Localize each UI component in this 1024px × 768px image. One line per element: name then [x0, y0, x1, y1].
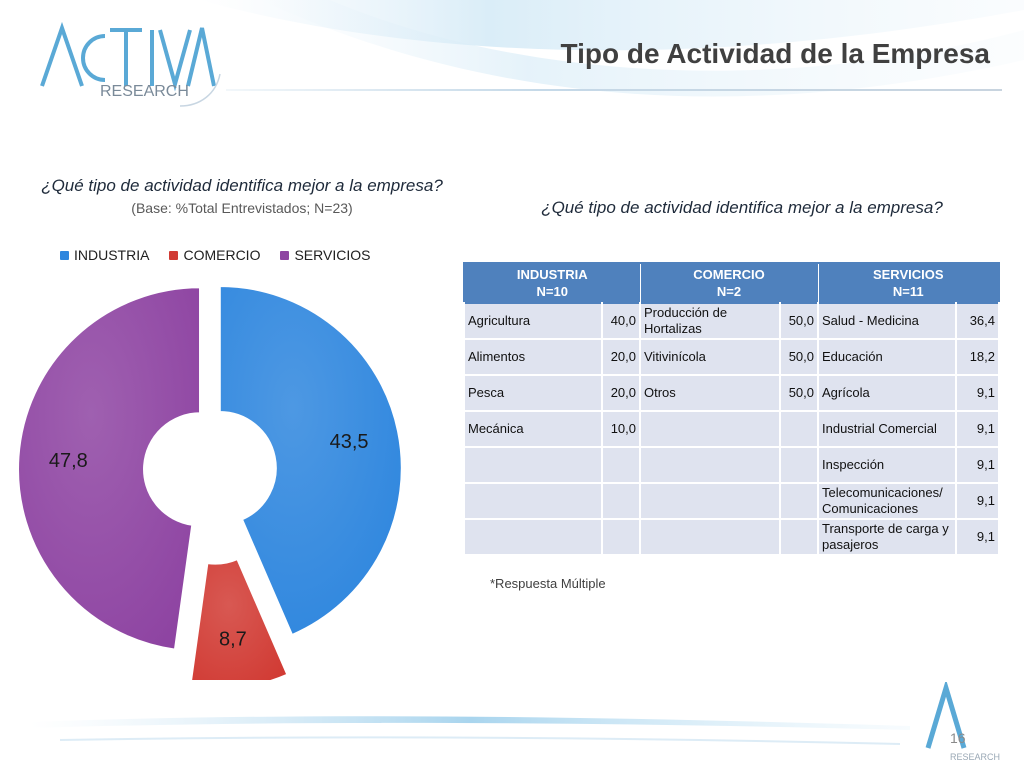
cell-servicios-value: 9,1 — [955, 446, 1000, 484]
cell-servicios-category: Transporte de carga y pasajeros — [817, 518, 957, 556]
cell-comercio-value — [779, 518, 819, 556]
activa-mark-icon: RESEARCH — [925, 682, 1000, 762]
svg-text:RESEARCH: RESEARCH — [100, 83, 189, 100]
cell-industria-category: Mecánica — [463, 410, 603, 448]
cell-comercio-category: Producción de Hortalizas — [639, 302, 781, 340]
activa-research-logo: RESEARCH — [40, 21, 221, 107]
cell-comercio-category — [639, 482, 781, 520]
cell-comercio-value — [779, 410, 819, 448]
activity-table: INDUSTRIA N=10 COMERCIO N=2 SERVICIOS N=… — [463, 262, 1000, 556]
cell-comercio-value — [779, 446, 819, 484]
table-header-row: INDUSTRIA N=10 COMERCIO N=2 SERVICIOS N=… — [464, 263, 999, 303]
cell-industria-value — [601, 482, 641, 520]
table-row: Pesca 20,0 Otros 50,0 Agrícola 9,1 — [463, 374, 1000, 412]
cell-industria-category — [463, 518, 603, 556]
cell-servicios-category: Inspección — [817, 446, 957, 484]
cell-industria-value: 40,0 — [601, 302, 641, 340]
cell-servicios-value: 9,1 — [955, 410, 1000, 448]
cell-industria-value: 10,0 — [601, 410, 641, 448]
legend-label-comercio: COMERCIO — [183, 247, 261, 263]
cell-comercio-category: Otros — [639, 374, 781, 412]
cell-industria-value — [601, 446, 641, 484]
cell-industria-category — [463, 446, 603, 484]
cell-comercio-category — [639, 446, 781, 484]
cell-servicios-category: Industrial Comercial — [817, 410, 957, 448]
table-row: Alimentos 20,0 Vitivinícola 50,0 Educaci… — [463, 338, 1000, 376]
chart-subtitle: (Base: %Total Entrevistados; N=23) — [131, 200, 353, 216]
chart-legend: INDUSTRIA COMERCIO SERVICIOS — [60, 245, 390, 265]
legend-label-servicios: SERVICIOS — [294, 247, 371, 263]
header-industria-n: N=10 — [536, 284, 568, 299]
slice-comercio — [190, 557, 289, 680]
legend-swatch-industria — [60, 250, 69, 260]
cell-industria-value — [601, 518, 641, 556]
cell-servicios-value: 36,4 — [955, 302, 1000, 340]
cell-servicios-category: Agrícola — [817, 374, 957, 412]
cell-industria-category: Agricultura — [463, 302, 603, 340]
page-number: 16 — [950, 730, 966, 746]
cell-servicios-value: 9,1 — [955, 374, 1000, 412]
table-row: Transporte de carga y pasajeros 9,1 — [463, 518, 1000, 556]
header-servicios-label: SERVICIOS — [872, 267, 944, 282]
cell-comercio-category: Vitivinícola — [639, 338, 781, 376]
header-comercio-n: N=2 — [716, 284, 742, 299]
header-servicios: SERVICIOS N=11 — [817, 263, 999, 303]
slice-industria — [218, 284, 403, 637]
header-industria-label: INDUSTRIA — [516, 267, 588, 282]
donut-chart: 43,5 8,7 47,8 — [17, 284, 403, 680]
cell-servicios-value: 9,1 — [955, 518, 1000, 556]
header-industria: INDUSTRIA N=10 — [464, 263, 640, 303]
table-row: Agricultura 40,0 Producción de Hortaliza… — [463, 302, 1000, 340]
legend-item-industria: INDUSTRIA — [60, 247, 149, 263]
header-comercio-label: COMERCIO — [693, 267, 765, 282]
cell-industria-category — [463, 482, 603, 520]
table-footnote: *Respuesta Múltiple — [490, 576, 606, 591]
legend-swatch-servicios — [280, 250, 290, 260]
cell-servicios-value: 9,1 — [955, 482, 1000, 520]
slice-servicios — [17, 286, 202, 651]
cell-industria-category: Alimentos — [463, 338, 603, 376]
cell-servicios-value: 18,2 — [955, 338, 1000, 376]
cell-comercio-value: 50,0 — [779, 302, 819, 340]
header-servicios-n: N=11 — [892, 284, 924, 299]
cell-industria-category: Pesca — [463, 374, 603, 412]
cell-servicios-category: Telecomunicaciones/ Comunicaciones — [817, 482, 957, 520]
cell-servicios-category: Educación — [817, 338, 957, 376]
header-comercio: COMERCIO N=2 — [639, 263, 818, 303]
table-title: ¿Qué tipo de actividad identifica mejor … — [541, 198, 943, 217]
legend-item-comercio: COMERCIO — [169, 247, 260, 263]
svg-text:RESEARCH: RESEARCH — [950, 752, 1000, 762]
legend-item-servicios: SERVICIOS — [280, 247, 370, 263]
cell-industria-value: 20,0 — [601, 374, 641, 412]
page-title: Tipo de Actividad de la Empresa — [560, 38, 990, 69]
legend-label-industria: INDUSTRIA — [74, 247, 150, 263]
table-row: Mecánica 10,0 Industrial Comercial 9,1 — [463, 410, 1000, 448]
table-row: Inspección 9,1 — [463, 446, 1000, 484]
cell-comercio-value: 50,0 — [779, 338, 819, 376]
cell-comercio-category — [639, 410, 781, 448]
table-row: Telecomunicaciones/ Comunicaciones 9,1 — [463, 482, 1000, 520]
slice-industria-label: 43,5 — [330, 431, 369, 453]
cell-comercio-category — [639, 518, 781, 556]
cell-servicios-category: Salud - Medicina — [817, 302, 957, 340]
title-divider — [226, 89, 1002, 91]
chart-title: ¿Qué tipo de actividad identifica mejor … — [41, 176, 443, 195]
cell-comercio-value: 50,0 — [779, 374, 819, 412]
legend-swatch-comercio — [169, 250, 179, 260]
cell-industria-value: 20,0 — [601, 338, 641, 376]
cell-comercio-value — [779, 482, 819, 520]
slice-servicios-label: 47,8 — [49, 450, 88, 472]
slice-comercio-label: 8,7 — [219, 628, 247, 650]
